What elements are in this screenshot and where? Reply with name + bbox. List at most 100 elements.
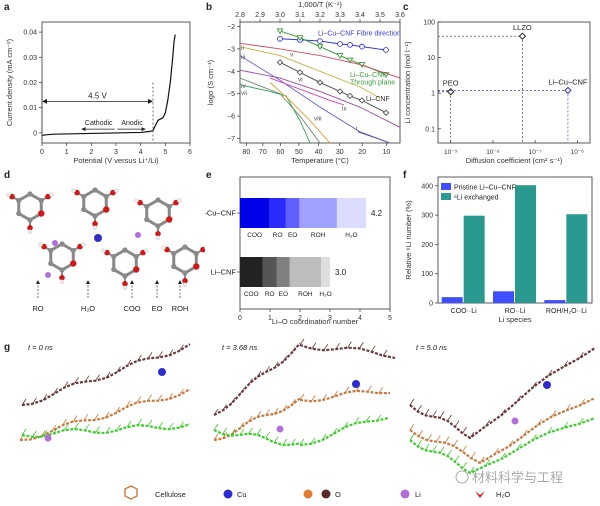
- side-branch: [273, 361, 279, 369]
- side-branch: [256, 428, 262, 435]
- chart-e-coordination: 0 1 2 3 4 5 Li–O coordination number Li–Cu–CNF C…: [205, 176, 392, 325]
- carbon-atom: [16, 210, 22, 217]
- hydrogen-atom: [144, 248, 149, 253]
- curve-label-iv: iv: [241, 83, 246, 90]
- point-label: Li–Cu–CNF: [548, 77, 588, 86]
- green-chain: [409, 416, 596, 475]
- side-branch: [83, 414, 89, 421]
- y-axis-label: Relative ⁶Li number (%): [404, 200, 413, 280]
- chart-a-lsv: 0 1 2 3 4 5 6 0 0.01 0.02 0.03 0.04 Potential (V ver…: [5, 21, 192, 165]
- curve-label-vii: vii: [241, 90, 247, 97]
- glucose-ring: [112, 248, 138, 278]
- side-branch: [72, 415, 78, 422]
- side-branch: [282, 404, 288, 412]
- y-tick-label: 200: [421, 242, 433, 249]
- side-branch: [105, 426, 111, 434]
- brown-chain: [299, 343, 396, 360]
- side-branch: [344, 386, 350, 393]
- side-branch: [432, 410, 437, 417]
- side-branch: [42, 394, 48, 401]
- side-branch: [239, 422, 245, 429]
- segment-label: H₂O: [345, 232, 357, 239]
- hydrogen-atom: [81, 242, 86, 247]
- side-branch: [537, 419, 542, 426]
- side-branch: [126, 359, 132, 367]
- x-tick-label: 60: [276, 149, 284, 156]
- category-label: Li–Cu–CNF: [205, 209, 236, 218]
- bar-exchanged: [463, 215, 485, 303]
- segment-label: RO: [265, 291, 275, 298]
- data-point: [276, 59, 284, 66]
- side-branch: [282, 355, 288, 363]
- x-tick-label: 20: [358, 149, 366, 156]
- x-tick-label: 5: [163, 149, 167, 156]
- side-branch: [239, 428, 245, 436]
- data-point: [316, 79, 324, 86]
- side-branch: [213, 433, 219, 441]
- x-tick-label: 6: [188, 149, 192, 156]
- side-branch: [494, 448, 499, 455]
- side-branch: [265, 431, 270, 439]
- data-point: [346, 57, 354, 64]
- x-tick-label: 4: [139, 149, 143, 156]
- y-tick-label: 0.04: [23, 30, 37, 37]
- segment-label: EO: [288, 232, 297, 239]
- panel-label-a: a: [4, 2, 10, 13]
- hydrogen-atom: [38, 242, 43, 247]
- side-branch: [485, 459, 490, 466]
- side-branch: [63, 424, 69, 431]
- glucose-ring: [49, 242, 75, 272]
- oxygen-atom: [70, 260, 77, 267]
- y-tick-label: −4: [227, 69, 235, 76]
- hydrogen-atom: [204, 245, 205, 250]
- side-branch: [147, 419, 153, 427]
- total-label: 4.2: [371, 209, 383, 218]
- side-branch: [299, 393, 305, 401]
- segment-label: ROH: [298, 291, 313, 298]
- copper-atom: [158, 368, 166, 376]
- lsv-curve: [41, 34, 176, 137]
- side-branch: [147, 394, 152, 402]
- top-tick-label: 3.0: [275, 12, 285, 19]
- data-point-llzo: [518, 32, 527, 40]
- plot-frame: [41, 21, 191, 144]
- side-branch: [21, 428, 27, 436]
- data-point: [383, 47, 389, 53]
- side-branch: [579, 351, 584, 359]
- side-branch: [230, 397, 236, 404]
- y-tick-label: 0: [33, 130, 37, 137]
- side-branch: [359, 342, 364, 349]
- carbon-atom: [171, 263, 177, 270]
- bar-segment-ro: [262, 257, 277, 287]
- cellulose-icon: [124, 485, 138, 500]
- series-line-viii: [269, 82, 331, 143]
- category-label: Li–CNF: [211, 268, 237, 277]
- anodic-label: Anodic: [121, 120, 143, 127]
- carbon-atom: [122, 247, 128, 253]
- frame-time-label: t = 5.0 ns: [416, 343, 447, 352]
- top-tick-label: 2.9: [255, 12, 265, 19]
- panel-label-e: e: [206, 170, 212, 181]
- x-tick-label: 30: [336, 149, 344, 156]
- oxygen-atom: [38, 210, 45, 217]
- legend-label: ⁶Li exchanged: [454, 195, 499, 202]
- legend-li-cnf: Li–CNF: [366, 96, 390, 103]
- y-tick-label: 300: [421, 213, 433, 220]
- data-point: [382, 109, 390, 116]
- side-branch: [323, 344, 329, 351]
- top-tick-label: 3.4: [355, 12, 365, 19]
- data-point: [296, 69, 304, 76]
- side-branch: [84, 375, 90, 382]
- side-branch: [116, 366, 121, 373]
- y-axis-label: Li concentration (mol l⁻¹): [403, 41, 412, 124]
- side-branch: [462, 461, 467, 469]
- legend-swatch: [441, 193, 451, 200]
- side-branch: [310, 437, 316, 444]
- side-branch: [53, 427, 58, 434]
- x-axis-label: Diffusion coefficient (cm² s⁻¹): [466, 156, 563, 165]
- side-branch: [382, 349, 388, 356]
- side-branch: [248, 378, 253, 385]
- data-point: [296, 35, 304, 42]
- curve-label-v: v: [290, 52, 294, 59]
- cathodic-arrowhead: [81, 127, 86, 132]
